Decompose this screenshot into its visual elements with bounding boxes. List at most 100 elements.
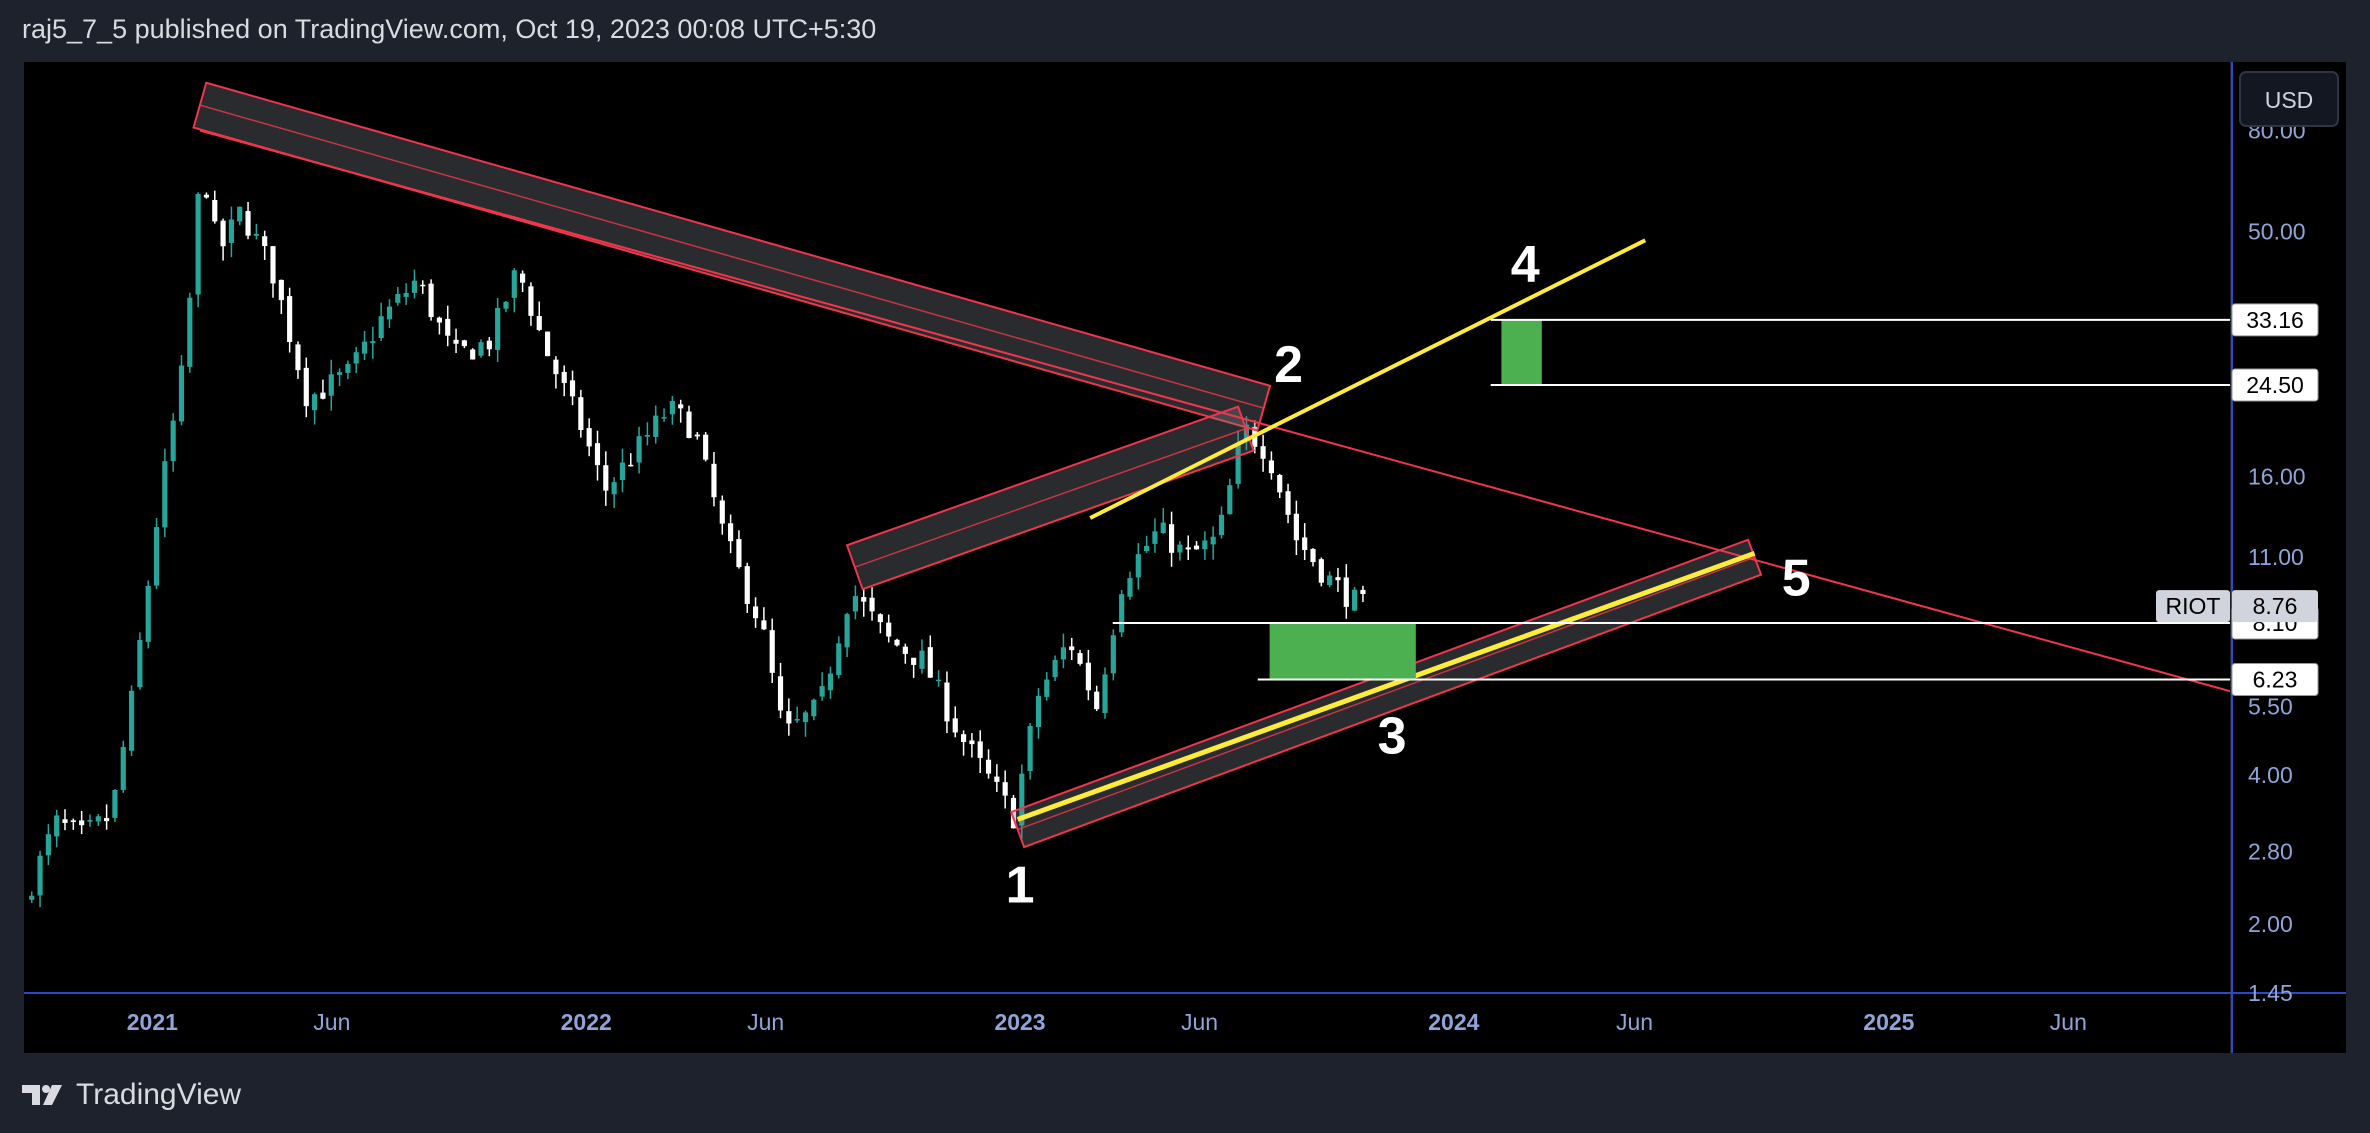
candle <box>128 685 135 757</box>
price-tick-label: 5.50 <box>2248 693 2293 719</box>
price-tick-label: 1.45 <box>2248 980 2293 1006</box>
candle <box>153 518 160 590</box>
candle <box>1285 483 1291 524</box>
candle <box>1119 590 1125 637</box>
candle <box>1235 430 1241 489</box>
candle-body <box>977 741 983 758</box>
price-tick-label: 16.00 <box>2248 464 2306 490</box>
candle <box>836 636 842 679</box>
candle <box>561 365 567 397</box>
candle <box>794 706 800 723</box>
candle <box>1160 508 1166 534</box>
candle <box>811 698 817 721</box>
candle-body <box>578 397 584 431</box>
channel-midline <box>1017 556 1755 831</box>
candle <box>120 740 126 793</box>
candle <box>1327 571 1333 588</box>
candle-body <box>1335 577 1341 581</box>
candle <box>636 426 642 474</box>
candle <box>1293 500 1299 555</box>
candle <box>54 809 60 848</box>
time-tick-label: 2023 <box>994 1009 1045 1035</box>
candle <box>336 368 343 387</box>
candle-body <box>694 434 700 437</box>
candle-body <box>445 318 451 336</box>
candle-body <box>245 211 251 236</box>
candle-body <box>827 673 834 691</box>
candle <box>777 662 784 719</box>
candle-body <box>303 367 309 407</box>
candle <box>819 672 825 701</box>
candle <box>386 299 393 328</box>
candle-body <box>420 284 426 287</box>
time-tick-label: 2024 <box>1428 1009 1479 1035</box>
price-level-tag: 33.16 <box>2231 303 2319 337</box>
candle <box>827 666 834 699</box>
candle-body <box>62 819 68 823</box>
candle-body <box>1293 513 1299 541</box>
candle <box>62 809 68 831</box>
candle-body <box>927 647 933 678</box>
candle-body <box>87 819 93 822</box>
candle-body <box>969 740 975 745</box>
candle-body <box>162 461 168 528</box>
candle <box>228 206 234 258</box>
candle <box>686 405 692 439</box>
candle-body <box>1127 578 1133 597</box>
candle <box>703 432 709 462</box>
candle-body <box>1035 695 1042 728</box>
currency-button[interactable]: USD <box>2239 71 2339 127</box>
candle-body <box>936 679 942 682</box>
candle-body <box>453 339 459 344</box>
candle <box>1260 434 1266 472</box>
candle-body <box>411 280 418 293</box>
candle-body <box>104 818 110 822</box>
price-level-value: 24.50 <box>2246 372 2304 398</box>
candle-body <box>861 597 867 602</box>
candle-body <box>994 776 1000 782</box>
candle-body <box>1302 537 1308 551</box>
candle-body <box>37 855 43 896</box>
candle <box>719 495 725 535</box>
candle-body <box>345 364 351 373</box>
target-zone <box>1501 319 1542 385</box>
candle-body <box>902 646 908 654</box>
candle-body <box>228 219 234 243</box>
candle-body <box>769 630 775 673</box>
candle <box>270 246 276 298</box>
candle-body <box>594 443 601 466</box>
candle-body <box>212 199 218 222</box>
candle-body <box>611 482 617 495</box>
wave-label: 5 <box>1782 550 1811 608</box>
candle-body <box>1277 474 1283 493</box>
candle <box>960 730 967 756</box>
wave-label: 3 <box>1378 708 1407 766</box>
price-level-tag-bg <box>2231 303 2319 337</box>
candle <box>569 370 576 406</box>
candle <box>212 190 218 224</box>
candle-body <box>894 639 900 646</box>
price-axis <box>2232 62 2346 1053</box>
candle <box>178 355 185 426</box>
candle <box>1177 541 1183 561</box>
candle <box>1052 655 1058 682</box>
candle-body <box>1110 635 1116 674</box>
price-tick-label: 4.00 <box>2248 762 2293 788</box>
candle <box>495 298 501 362</box>
symbol-tag-bg <box>2156 590 2230 623</box>
candle <box>1352 586 1358 612</box>
candle <box>353 346 359 374</box>
candle <box>511 268 517 313</box>
candle-body <box>328 374 334 396</box>
candle <box>1027 722 1033 780</box>
candle <box>287 287 293 353</box>
candle-body <box>153 527 160 586</box>
candle <box>1094 685 1100 712</box>
time-tick-label: 2022 <box>561 1009 612 1035</box>
candle <box>852 585 858 620</box>
candle-body <box>436 317 442 323</box>
candle <box>37 850 43 908</box>
candle-body <box>178 365 185 422</box>
candle <box>520 270 526 292</box>
